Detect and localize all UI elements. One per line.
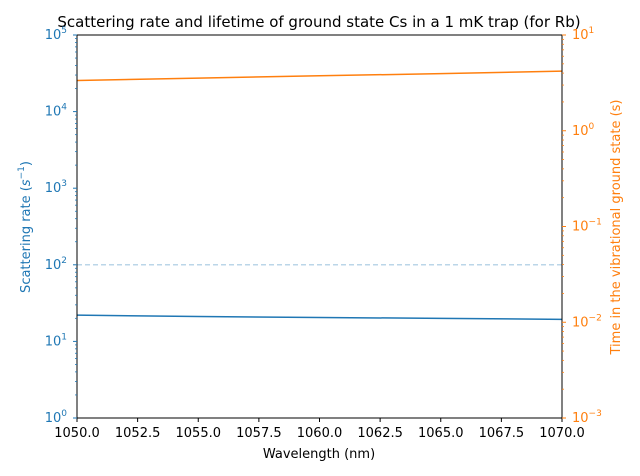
left-axis-label-text: Scattering rate ( [19, 186, 34, 293]
left-tick-exponent: 3 [61, 179, 67, 189]
left-tick-base: 10 [45, 334, 62, 349]
right-tick-exponent: −1 [589, 218, 602, 228]
right-tick-label: 101 [572, 26, 594, 43]
right-tick-exponent: −2 [589, 313, 602, 323]
right-tick-base: 10 [572, 124, 589, 139]
left-tick-exponent: 0 [61, 409, 67, 419]
right-tick-base: 10 [572, 315, 589, 330]
x-tick-label: 1057.5 [236, 426, 282, 441]
x-tick-label: 1062.5 [357, 426, 403, 441]
left-tick-label: 103 [45, 179, 67, 196]
chart-title: Scattering rate and lifetime of ground s… [57, 13, 580, 31]
left-tick-exponent: 5 [61, 26, 67, 36]
right-tick-label: 100 [572, 122, 595, 139]
x-tick-label: 1060.0 [297, 426, 343, 441]
left-tick-base: 10 [45, 105, 62, 120]
left-axis-label: Scattering rate (s−1) [17, 161, 34, 293]
left-tick-exponent: 4 [61, 103, 67, 113]
right-tick-label: 10−1 [572, 218, 602, 235]
left-axis-label-math: s [19, 179, 34, 186]
left-tick-label: 104 [45, 103, 68, 120]
left-axis-label-close: ) [19, 161, 34, 166]
x-tick-label: 1050.0 [54, 426, 100, 441]
left-tick-base: 10 [45, 411, 62, 426]
left-tick-exponent: 1 [61, 332, 67, 342]
right-tick-label: 10−3 [572, 409, 602, 426]
x-tick-label: 1052.5 [115, 426, 161, 441]
right-tick-exponent: 0 [589, 122, 595, 132]
left-tick-exponent: 2 [61, 256, 67, 266]
x-tick-label: 1065.0 [418, 426, 464, 441]
left-tick-base: 10 [45, 28, 62, 43]
left-tick-label: 101 [45, 332, 67, 349]
right-tick-base: 10 [572, 220, 589, 235]
series-line-right [76, 70, 563, 82]
left-tick-base: 10 [45, 181, 62, 196]
series-line-left [76, 314, 563, 321]
plot-area [76, 70, 563, 321]
left-tick-label: 102 [45, 256, 67, 273]
x-axis: 1050.0 1052.5 1055.0 1057.5 1060.0 1062.5 1065… [54, 418, 585, 441]
x-tick-label: 1070.0 [539, 426, 585, 441]
right-tick-exponent: 1 [589, 26, 595, 36]
left-tick-label: 105 [45, 26, 67, 43]
plot-frame [76, 34, 563, 419]
right-tick-label: 10−2 [572, 313, 602, 330]
right-tick-base: 10 [572, 28, 589, 43]
x-axis-label: Wavelength (nm) [263, 447, 375, 462]
left-tick-label: 100 [45, 409, 68, 426]
left-tick-base: 10 [45, 258, 62, 273]
x-tick-label: 1055.0 [176, 426, 222, 441]
right-tick-base: 10 [572, 411, 589, 426]
left-axis-label-sup: −1 [17, 166, 27, 179]
right-axis-label: Time in the vibrational ground state (s) [609, 100, 624, 356]
x-tick-label: 1067.5 [479, 426, 525, 441]
right-tick-exponent: −3 [589, 409, 602, 419]
